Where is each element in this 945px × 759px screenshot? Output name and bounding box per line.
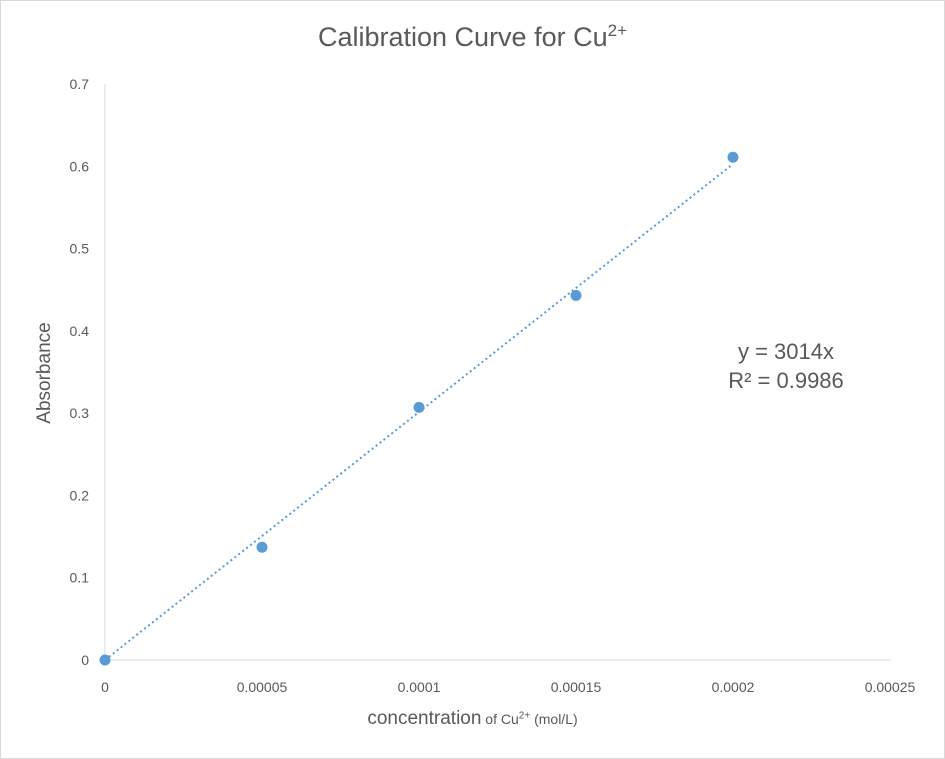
x-tick-label: 0: [101, 679, 109, 695]
y-tick-label: 0: [81, 652, 89, 668]
y-tick-label: 0.1: [70, 570, 90, 586]
chart-title-superscript: 2+: [607, 21, 627, 40]
equation-text: y = 3014x: [737, 339, 834, 364]
data-point: [256, 541, 268, 553]
x-axis-label-suffix: of Cu: [481, 711, 519, 727]
y-tick-label: 0.2: [70, 487, 90, 503]
x-tick-label: 0.0001: [398, 679, 441, 695]
data-point: [99, 654, 111, 666]
data-point: [727, 151, 739, 163]
data-point: [413, 401, 425, 413]
y-tick-label: 0.3: [70, 405, 90, 421]
x-axis-label: concentration of Cu2+ (mol/L): [1, 708, 944, 730]
x-tick-label: 0.00015: [551, 679, 602, 695]
trendline-equation: y = 3014x R² = 0.9986: [706, 337, 866, 395]
chart-title-text: Calibration Curve for Cu: [317, 22, 608, 52]
r-squared-text: R² = 0.9986: [728, 368, 844, 393]
x-axis-label-superscript: 2+: [518, 710, 531, 722]
x-tick-label: 0.00025: [865, 679, 916, 695]
data-point: [570, 289, 582, 301]
y-tick-label: 0.7: [70, 76, 90, 92]
y-tick-label: 0.4: [70, 323, 90, 339]
x-tick-label: 0.0002: [712, 679, 755, 695]
y-tick-label: 0.5: [70, 241, 90, 257]
chart-title: Calibration Curve for Cu2+: [1, 21, 944, 53]
x-axis-label-main: concentration: [367, 708, 482, 729]
x-tick-label: 0.00005: [237, 679, 288, 695]
x-axis-label-unit: (mol/L): [530, 711, 578, 727]
y-tick-label: 0.6: [70, 158, 90, 174]
